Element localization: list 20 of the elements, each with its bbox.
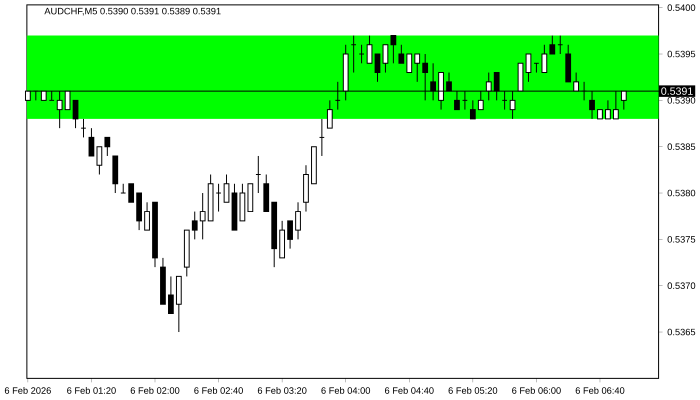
ref-line-label: 0.5391 [661,87,693,95]
x-tick-label: 6 Feb 05:20 [448,386,498,394]
x-tick-label: 6 Feb 02:40 [194,386,243,394]
y-tick-label: 0.5380 [668,190,696,196]
x-tick-label: 6 Feb 2026 [4,386,51,394]
x-tick-label: 6 Feb 01:20 [67,386,116,394]
y-tick-label: 0.5390 [668,96,696,104]
y-tick-label: 0.5395 [668,50,696,58]
x-tick-label: 6 Feb 06:40 [576,386,624,394]
y-tick-label: 0.5400 [668,4,696,11]
y-tick-label: 0.5385 [668,143,696,150]
x-tick-label: 6 Feb 06:00 [512,386,561,394]
x-tick-label: 6 Feb 04:40 [385,386,434,394]
y-tick-label: 0.5375 [668,236,696,243]
x-tick-label: 6 Feb 02:00 [130,386,180,394]
x-tick-label: 6 Feb 04:00 [321,386,370,394]
y-tick-label: 0.5370 [668,282,696,289]
y-tick-label: 0.5365 [668,328,696,336]
chart-title: AUDCHF,M5 0.5390 0.5391 0.5389 0.5391 [44,8,221,16]
x-tick-label: 6 Feb 03:20 [258,386,307,394]
